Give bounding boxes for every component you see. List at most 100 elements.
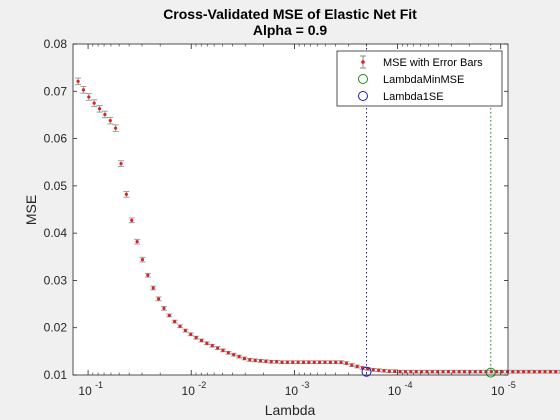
data-point [257, 358, 264, 363]
data-point [456, 369, 463, 374]
mse-point [377, 368, 381, 372]
mse-point [328, 360, 332, 364]
mse-point [291, 360, 295, 364]
mse-point [462, 370, 467, 374]
mse-point [521, 370, 526, 374]
y-tick-label: 0.02 [44, 321, 68, 335]
mse-point [210, 344, 214, 348]
data-point [445, 369, 452, 374]
legend-label-min-mse: LambdaMinMSE [383, 74, 464, 86]
data-point [160, 306, 167, 311]
data-point [316, 360, 323, 365]
data-point [112, 124, 119, 132]
lambda-1se-marker [361, 366, 372, 377]
chart-title: Cross-Validated MSE of Elastic Net Fit [163, 6, 417, 22]
mse-point [258, 359, 263, 363]
mse-point [355, 364, 359, 369]
data-point [171, 319, 178, 324]
mse-point [183, 328, 188, 333]
x-tick-label: 10 [182, 384, 196, 398]
x-tick-exponent: -3 [301, 380, 309, 390]
mse-point [189, 332, 193, 336]
data-point [139, 256, 146, 263]
data-point [305, 360, 312, 365]
data-point [370, 367, 377, 372]
x-tick-exponent: -5 [508, 380, 516, 390]
data-point [75, 77, 82, 86]
data-point [542, 369, 549, 374]
mse-point [436, 370, 440, 374]
legend-label-mse: MSE with Error Bars [383, 57, 483, 69]
axes-box [72, 43, 509, 376]
data-point [472, 369, 479, 374]
legend-label-1se: Lambda1SE [383, 91, 444, 103]
mse-point [114, 126, 118, 130]
mse-point [103, 112, 107, 117]
x-tick-label: 10 [285, 384, 299, 398]
data-point [85, 93, 92, 101]
mse-point [248, 358, 252, 362]
x-tick-label: 10 [491, 384, 505, 398]
data-point [386, 369, 393, 374]
mse-point [318, 360, 322, 364]
data-point [552, 369, 559, 374]
legend-entry-mse: MSE with Error Bars [360, 55, 483, 69]
data-point [338, 360, 345, 365]
mse-point [532, 370, 536, 374]
data-point [144, 272, 151, 278]
mse-point [221, 348, 225, 353]
mse-point [280, 360, 284, 364]
data-point [525, 369, 532, 374]
data-point [107, 116, 114, 125]
data-point [520, 369, 527, 374]
data-point [246, 358, 253, 362]
mse-point [538, 370, 542, 374]
data-point [477, 369, 484, 374]
mse-point [97, 107, 102, 111]
mse-point [473, 370, 477, 374]
data-point [128, 217, 135, 224]
mse-point [108, 119, 112, 123]
data-point [407, 369, 414, 374]
x-axis-label: Lambda [265, 402, 316, 418]
mse-point [87, 95, 91, 99]
mse-point [199, 338, 204, 343]
data-point [348, 363, 355, 367]
data-point [101, 110, 108, 119]
data-point [391, 369, 398, 374]
lambda-min-mse-marker [485, 367, 496, 378]
mse-point [344, 361, 349, 365]
mse-point [403, 370, 408, 374]
data-point [531, 369, 538, 374]
data-point [166, 313, 173, 318]
x-axis-ticks: 10 -1 10 -2 10 -3 10 -4 10 -5 [78, 44, 516, 398]
mse-point [264, 359, 268, 363]
chart-subtitle: Alpha = 0.9 [253, 22, 328, 38]
data-point [214, 346, 221, 350]
data-point [182, 328, 189, 333]
data-point [397, 369, 404, 374]
data-point [279, 360, 286, 365]
data-point [327, 360, 334, 365]
mse-point [554, 370, 558, 374]
data-point [284, 360, 291, 365]
y-axis-ticks: 0.01 0.02 0.03 0.04 0.05 0.06 0.07 0.08 [44, 37, 508, 382]
x-tick-exponent: -2 [198, 380, 206, 390]
legend-blue-circle-icon [358, 91, 368, 101]
data-point [225, 350, 232, 355]
mse-point [468, 370, 472, 374]
data-point [134, 238, 141, 245]
data-point [547, 369, 554, 374]
data-point [273, 359, 280, 364]
mse-point [457, 370, 461, 374]
mse-point [242, 356, 247, 361]
mse-point [173, 319, 177, 324]
data-point [219, 348, 226, 353]
data-point [434, 369, 441, 374]
mse-point [446, 370, 451, 374]
data-point [321, 360, 328, 365]
data-point [198, 338, 205, 343]
x-tick-label: 10 [388, 384, 402, 398]
y-tick-label: 0.06 [44, 132, 68, 146]
